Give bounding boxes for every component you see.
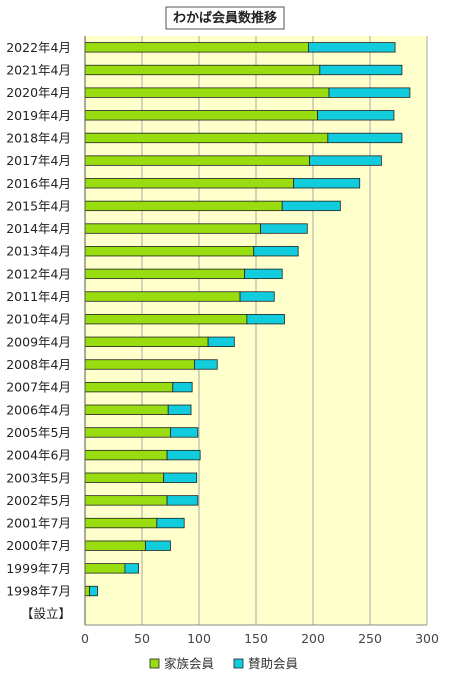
legend-swatch (233, 658, 244, 669)
bar-segment (156, 517, 185, 529)
bar-segment (328, 87, 411, 98)
category-label: 2009年4月 (6, 334, 71, 349)
bar-segment (145, 540, 171, 551)
bar-segment (84, 268, 246, 280)
title-box (165, 6, 285, 30)
bar-segment (84, 314, 248, 325)
bar-segment (84, 517, 158, 529)
bar-segment (166, 495, 199, 506)
x-tick-label: 100 (187, 631, 211, 646)
category-label: 2008年4月 (6, 357, 71, 372)
bar-segment (84, 246, 255, 257)
bar-segment (84, 42, 309, 53)
category-label: 2010年4月 (6, 312, 71, 327)
category-label: 2012年4月 (6, 266, 71, 281)
bars-layer (84, 42, 411, 597)
category-label: 2002年5月 (6, 493, 71, 508)
x-tick-label: 300 (415, 631, 439, 646)
bar-segment (84, 563, 126, 574)
tick-labels: 0 50 100 150 200 250 300 (81, 631, 439, 646)
category-labels: 2022年4月 2021年4月 2020年4月 2019年4月 2018年4月 2017年… (6, 40, 71, 621)
axis-layer (84, 36, 427, 626)
category-label: 2021年4月 (6, 62, 71, 77)
x-tick-label: 200 (301, 631, 325, 646)
category-label: 2007年4月 (6, 380, 71, 395)
bar-segment (84, 449, 168, 461)
legend: 家族会員 賛助会員 (149, 656, 299, 671)
category-label: 【設立】 (21, 606, 71, 621)
x-tick-label: 150 (244, 631, 268, 646)
category-label: 2006年4月 (6, 402, 71, 417)
bar-segment (84, 87, 330, 98)
bar-segment (239, 291, 275, 302)
bar-segment (167, 404, 192, 415)
bar-segment (207, 336, 235, 347)
x-tick-label: 250 (358, 631, 382, 646)
bar-segment (166, 449, 201, 461)
bar-segment (246, 314, 285, 325)
bar-segment (84, 200, 283, 212)
bar-segment (84, 359, 195, 370)
bar-segment (163, 472, 198, 483)
bar-segment (319, 64, 403, 76)
bar-segment (317, 110, 395, 121)
bar-segment (327, 132, 403, 144)
bar-segment (308, 42, 396, 53)
category-label: 2004年6月 (6, 448, 71, 463)
bar-segment (84, 404, 169, 415)
bar-segment (293, 178, 361, 189)
bar-segment (84, 291, 241, 302)
category-label: 2011年4月 (6, 289, 71, 304)
bar-segment (244, 268, 283, 280)
bar-segment (309, 155, 382, 166)
category-label: 1998年7月 (6, 584, 71, 599)
bar-segment (84, 585, 90, 597)
bar-segment (84, 472, 165, 483)
bar-segment (84, 155, 310, 166)
category-label: 2000年7月 (6, 538, 71, 553)
x-tick-label: 0 (81, 631, 89, 646)
bar-segment (84, 110, 318, 121)
bar-segment (89, 585, 98, 597)
category-label: 2018年4月 (6, 130, 71, 145)
chart-title: わかば会員数推移 (165, 6, 285, 30)
legend-swatch (149, 658, 160, 669)
category-label: 2019年4月 (6, 108, 71, 123)
category-label: 2005年5月 (6, 425, 71, 440)
bar-segment (84, 336, 209, 347)
category-label: 2017年4月 (6, 153, 71, 168)
bar-segment (84, 495, 168, 506)
category-label: 2013年4月 (6, 244, 71, 259)
bar-segment (84, 223, 261, 234)
bar-segment (84, 540, 146, 551)
bar-segment (281, 200, 341, 212)
bar-segment (124, 563, 139, 574)
bar-segment (260, 223, 308, 234)
bar-segment (172, 381, 193, 393)
category-label: 2020年4月 (6, 85, 71, 100)
legend-label: 賛助会員 (248, 656, 299, 671)
bar-segment (170, 427, 199, 438)
x-tick-label: 50 (134, 631, 150, 646)
category-label: 2015年4月 (6, 198, 71, 213)
bar-segment (84, 381, 174, 393)
bar-segment (194, 359, 218, 370)
bar-segment (84, 132, 329, 144)
bar-segment (84, 178, 295, 189)
bar-segment (253, 246, 299, 257)
bar-segment (84, 64, 321, 76)
category-label: 2016年4月 (6, 176, 71, 191)
category-label: 2001年7月 (6, 516, 71, 531)
category-label: 2022年4月 (6, 40, 71, 55)
legend-label: 家族会員 (164, 656, 215, 671)
category-label: 2003年5月 (6, 470, 71, 485)
title-text: わかば会員数推移 (173, 10, 277, 26)
bar-segment (84, 427, 171, 438)
category-label: 1999年7月 (6, 561, 71, 576)
category-label: 2014年4月 (6, 221, 71, 236)
